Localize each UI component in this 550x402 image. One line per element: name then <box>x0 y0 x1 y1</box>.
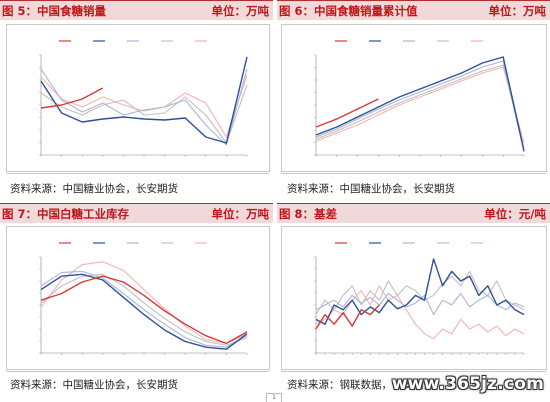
chart-frame <box>281 24 547 172</box>
panel-header: 图 8：基差 单位：元/吨 <box>277 203 550 223</box>
chart-frame <box>281 226 547 370</box>
panel-header: 图 6：中国食糖销量累计值 单位：万吨 <box>277 0 550 20</box>
chart-panel-3: 图 7：中国白糖工业库存 单位：万吨 资料来源：中国糖业协会，长安期货 <box>0 203 273 401</box>
panel-header: 图 5：中国食糖销量 单位：万吨 <box>0 0 273 20</box>
series-line-3 <box>40 84 248 144</box>
series-line-4 <box>40 74 248 138</box>
panel-title: 图 8：基差 <box>279 207 338 221</box>
series-line-1 <box>315 56 525 152</box>
panel-title: 图 7：中国白糖工业库存 <box>2 207 130 221</box>
watermark-logo: www.365jz.com <box>391 374 544 394</box>
series-line-1 <box>315 258 525 325</box>
panel-unit: 单位：万吨 <box>211 207 270 221</box>
source-note: 资料来源：中国糖业协会，长安期货 <box>10 183 178 195</box>
series-line-2 <box>40 68 248 146</box>
divider <box>281 173 546 174</box>
series-line-3 <box>40 273 248 346</box>
series-line-2 <box>40 270 248 348</box>
series-line-0 <box>315 304 380 330</box>
series-line-4 <box>40 261 248 344</box>
divider <box>6 371 269 372</box>
panel-title: 图 6：中国食糖销量累计值 <box>279 4 418 18</box>
series-line-3 <box>315 270 525 315</box>
line-chart <box>39 40 248 157</box>
panel-title: 图 5：中国食糖销量 <box>2 4 107 18</box>
panel-unit: 单位：万吨 <box>488 4 547 18</box>
divider <box>6 173 269 174</box>
panel-unit: 单位：元/吨 <box>484 207 546 221</box>
chart-frame <box>6 24 270 172</box>
source-note: 资料来源：钢联数据，长安期货 <box>287 379 434 391</box>
page-tab[interactable]: 1 <box>266 393 282 402</box>
line-chart <box>39 242 248 355</box>
line-chart <box>314 242 525 355</box>
source-note: 资料来源：中国糖业协会，长安期货 <box>10 379 178 391</box>
chart-panel-1: 图 5：中国食糖销量 单位：万吨 资料来源：中国糖业协会，长安期货 <box>0 0 273 200</box>
line-chart <box>314 40 525 157</box>
series-line-1 <box>40 273 248 350</box>
series-line-0 <box>315 98 379 128</box>
chart-panel-4: 图 8：基差 单位：元/吨 资料来源：钢联数据，长安期货 <box>277 203 550 401</box>
series-line-4 <box>315 66 525 144</box>
series-line-3 <box>315 64 525 150</box>
chart-frame <box>6 226 270 370</box>
series-line-0 <box>40 87 104 109</box>
panel-unit: 单位：万吨 <box>211 4 270 18</box>
series-line-2 <box>315 292 525 316</box>
panel-header: 图 7：中国白糖工业库存 单位：万吨 <box>0 203 273 223</box>
chart-panel-2: 图 6：中国食糖销量累计值 单位：万吨 资料来源：中国糖业协会，长安期货 <box>277 0 550 200</box>
series-line-4 <box>315 285 525 340</box>
source-note: 资料来源：中国糖业协会，长安期货 <box>287 183 455 195</box>
series-line-1 <box>40 56 248 144</box>
series-line-0 <box>40 275 248 345</box>
series-line-2 <box>315 60 525 153</box>
divider <box>281 371 546 372</box>
